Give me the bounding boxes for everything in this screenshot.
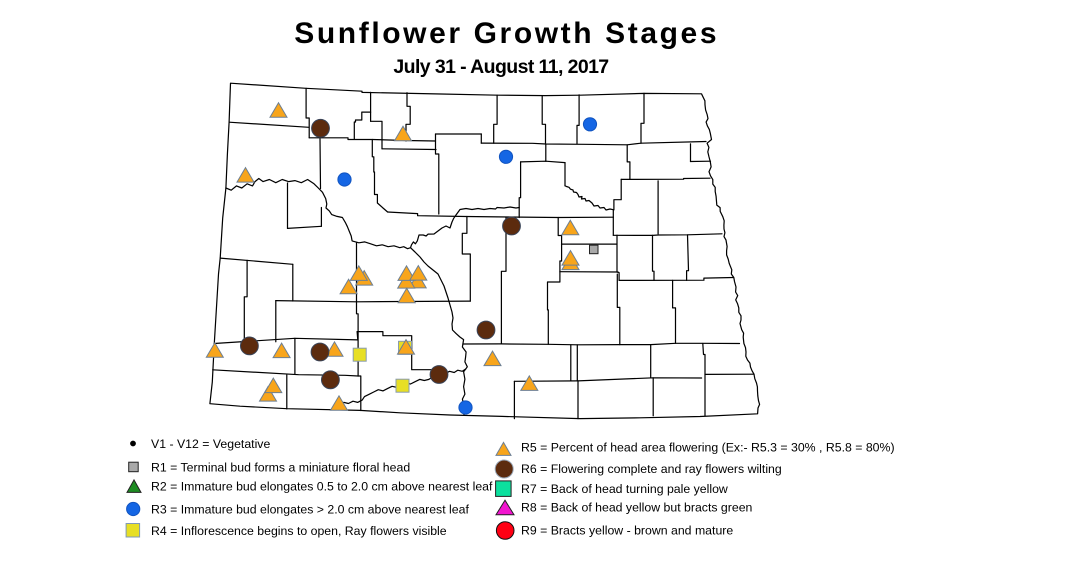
svg-text:R5 = Percent of head area flow: R5 = Percent of head area flowering (Ex:… — [521, 441, 895, 455]
svg-text:Sunflower Growth Stages: Sunflower Growth Stages — [294, 17, 719, 50]
svg-text:R9 = Bracts yellow - brown and: R9 = Bracts yellow - brown and mature — [521, 524, 733, 538]
svg-text:R3 = Immature bud elongates >: R3 = Immature bud elongates > 2.0 cm abo… — [151, 503, 469, 517]
svg-text:R6 = Flowering complete and ra: R6 = Flowering complete and ray flowers … — [521, 462, 782, 476]
svg-text:R2 = Immature bud elongates 0.: R2 = Immature bud elongates 0.5 to 2.0 c… — [151, 479, 493, 493]
svg-text:R7 = Back of head turning pale: R7 = Back of head turning pale yellow — [521, 482, 728, 496]
svg-text:R8 = Back of head yellow but b: R8 = Back of head yellow but bracts gree… — [521, 501, 753, 515]
svg-text:V1 - V12 = Vegetative: V1 - V12 = Vegetative — [151, 437, 270, 451]
svg-text:July 31 - August 11, 2017: July 31 - August 11, 2017 — [393, 56, 608, 78]
svg-text:R4 = Inflorescence begins to o: R4 = Inflorescence begins to open, Ray f… — [151, 524, 447, 538]
svg-text:R1 = Terminal bud forms a mini: R1 = Terminal bud forms a miniature flor… — [151, 461, 410, 475]
